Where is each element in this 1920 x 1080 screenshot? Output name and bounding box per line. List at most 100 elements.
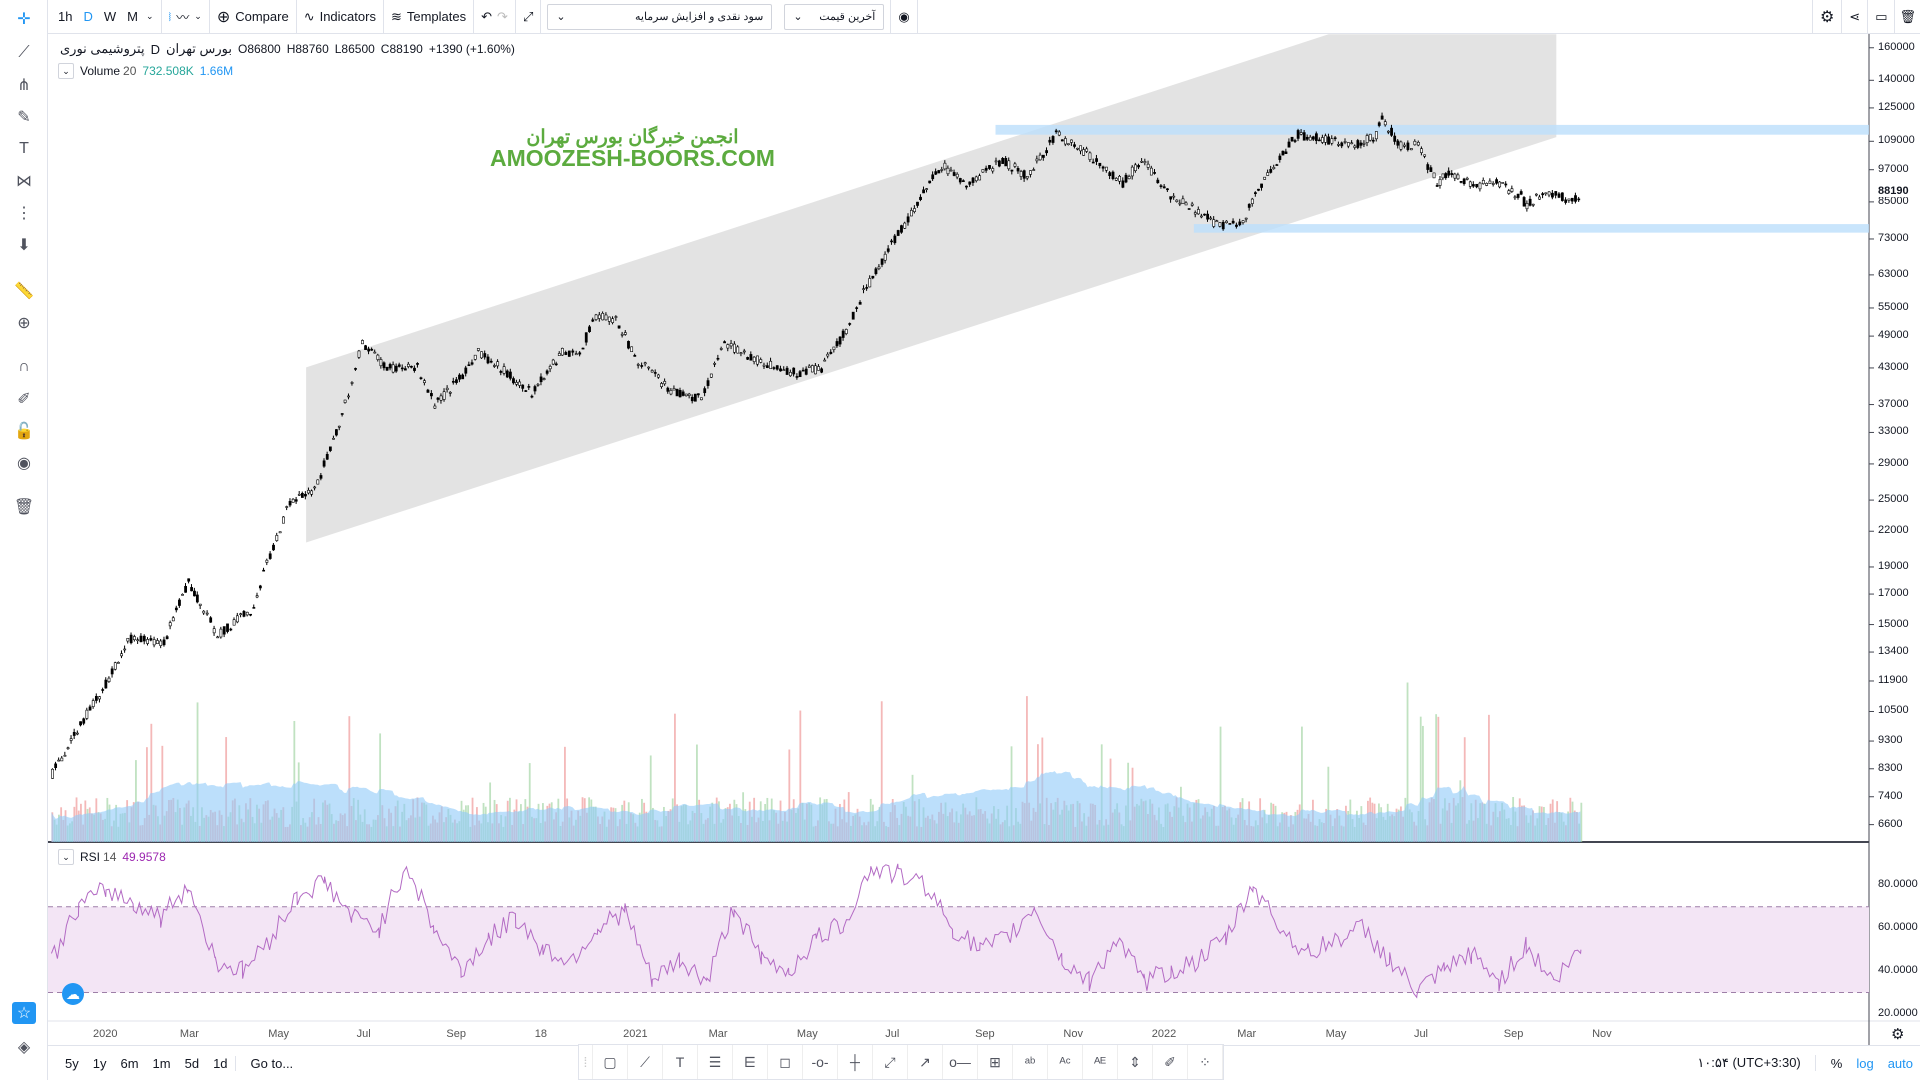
- symbol-name[interactable]: پتروشیمی نوری: [60, 41, 145, 56]
- price-type-select[interactable]: ⌄ آخرین قیمت: [784, 3, 885, 30]
- text-icon[interactable]: T: [19, 140, 29, 157]
- range-1y[interactable]: 1y: [92, 1055, 107, 1071]
- brush-icon[interactable]: ✐: [1153, 1045, 1188, 1079]
- layers-icon[interactable]: ◈: [17, 1039, 31, 1056]
- arrow-line-icon[interactable]: ↗: [908, 1045, 943, 1079]
- pattern-icon[interactable]: ⋈: [16, 173, 32, 190]
- brush-icon[interactable]: ✎: [17, 109, 31, 126]
- volume-bar: [1127, 762, 1130, 842]
- fib-icon[interactable]: ⋿: [733, 1045, 768, 1079]
- parallel-channel-icon[interactable]: ☰: [698, 1045, 733, 1079]
- trend-line-icon[interactable]: ⟋: [628, 1045, 663, 1079]
- volume-bar: [1413, 821, 1416, 842]
- snapshot-button[interactable]: ▭: [1868, 0, 1896, 34]
- range-6m[interactable]: 6m: [120, 1055, 139, 1071]
- forecast-icon[interactable]: ⋮: [16, 205, 32, 222]
- interval-M[interactable]: M: [127, 9, 138, 24]
- candle-body: [1491, 183, 1495, 185]
- candle-body: [1051, 136, 1055, 143]
- volume-bar: [1356, 810, 1358, 842]
- cross-line-icon[interactable]: ┼: [838, 1045, 873, 1079]
- volume-bar: [1525, 815, 1528, 842]
- candle-body: [1088, 152, 1092, 160]
- candle-body: [1377, 122, 1381, 126]
- volume-bar: [427, 825, 430, 842]
- crosshair-icon[interactable]: ✛: [17, 11, 31, 28]
- auto-toggle[interactable]: auto: [1887, 1055, 1913, 1071]
- fullscreen-button[interactable]: ⤢: [516, 0, 542, 34]
- volume-bar: [1477, 818, 1479, 842]
- share-button[interactable]: ⋖: [1842, 0, 1869, 34]
- abcd-pattern-icon[interactable]: ᴬᶜ: [1048, 1045, 1083, 1079]
- undo-icon[interactable]: ↶: [481, 8, 493, 24]
- trash-icon[interactable]: 🗑: [13, 499, 35, 516]
- candle-body: [325, 454, 329, 460]
- volume-bar: [1360, 806, 1363, 842]
- zoom-in-icon[interactable]: ⊕: [17, 315, 31, 332]
- favorite-star-icon[interactable]: ☆: [12, 1002, 36, 1024]
- percent-toggle[interactable]: %: [1830, 1055, 1843, 1071]
- range-5y[interactable]: 5y: [65, 1055, 79, 1071]
- eye-icon: ◉: [898, 8, 910, 24]
- lock-drawing-icon[interactable]: ✐: [17, 391, 31, 408]
- log-toggle[interactable]: log: [1856, 1055, 1874, 1071]
- arrow-down-icon[interactable]: ⬇: [17, 237, 31, 254]
- templates-button[interactable]: ≋ Templates: [384, 0, 475, 34]
- clock-timezone[interactable]: ۱۰:۵۴ (UTC+3:30): [1697, 1055, 1816, 1071]
- xabcd-icon[interactable]: ⁘: [1188, 1045, 1223, 1079]
- compare-button[interactable]: ⊕ Compare: [210, 0, 297, 34]
- candle-body: [640, 365, 644, 367]
- extended-line-icon[interactable]: ⤢: [873, 1045, 908, 1079]
- goto-button[interactable]: Go to...: [250, 1055, 294, 1071]
- volume-bar: [1232, 824, 1235, 842]
- delete-button[interactable]: 🗑: [1895, 0, 1920, 34]
- magnet-icon[interactable]: ∩: [18, 358, 30, 375]
- trend-line-icon[interactable]: ⟋: [18, 44, 30, 61]
- range-1m[interactable]: 1m: [152, 1055, 171, 1071]
- candle-body: [604, 314, 608, 321]
- volume-bar: [1072, 803, 1075, 842]
- ruler-icon[interactable]: 📏: [14, 283, 34, 300]
- visibility-button[interactable]: ◉: [890, 0, 918, 34]
- interval-D[interactable]: D: [83, 9, 93, 24]
- eye-icon[interactable]: ◉: [17, 455, 31, 472]
- rsi-length: 14: [103, 850, 117, 864]
- callout-icon[interactable]: ◻: [768, 1045, 803, 1079]
- rectangle-icon[interactable]: ▢: [593, 1045, 628, 1079]
- pitchfork-icon[interactable]: ⋔: [17, 77, 31, 94]
- horizontal-line-icon[interactable]: o—: [943, 1045, 978, 1079]
- range-5d[interactable]: 5d: [184, 1055, 200, 1071]
- volume-bar: [1158, 807, 1160, 842]
- dividends-select[interactable]: ⌄ سود نقدی و افزایش سرمایه: [547, 3, 773, 30]
- range-1d[interactable]: 1d: [213, 1055, 228, 1071]
- axis-settings-icon[interactable]: ⚙: [1891, 1026, 1905, 1043]
- volume-bar: [731, 815, 734, 842]
- candle-body: [496, 361, 500, 367]
- candle-body: [232, 619, 236, 626]
- candle-body: [1299, 132, 1303, 135]
- redo-icon[interactable]: ↷: [497, 8, 508, 24]
- interval-1h[interactable]: 1h: [58, 9, 73, 24]
- chart-type-button[interactable]: ⧘ 〰 ⌄: [162, 0, 210, 34]
- volume-bar: [577, 810, 580, 842]
- drag-handle-icon[interactable]: ⁞: [579, 1045, 593, 1079]
- ae-pattern-icon[interactable]: ᴬᴱ: [1083, 1045, 1118, 1079]
- settings-button[interactable]: ⚙: [1811, 0, 1843, 34]
- horizontal-ray-icon[interactable]: -o-: [803, 1045, 838, 1079]
- collapse-volume-button[interactable]: ⌄: [58, 63, 74, 79]
- elliott-wave-icon[interactable]: ᵃᵇ: [1013, 1045, 1048, 1079]
- collapse-rsi-button[interactable]: ⌄: [58, 849, 74, 865]
- volume-bar: [394, 806, 397, 842]
- long-position-icon[interactable]: ⇕: [1118, 1045, 1153, 1079]
- indicators-button[interactable]: ∿ Indicators: [297, 0, 384, 34]
- volume-bar: [946, 816, 949, 842]
- price-range-icon[interactable]: ⊞: [978, 1045, 1013, 1079]
- unlock-icon[interactable]: 🔓: [14, 423, 34, 440]
- interval-W[interactable]: W: [103, 9, 117, 24]
- time-axis-label: Jul: [885, 1028, 900, 1040]
- time-axis-label: Sep: [446, 1028, 466, 1040]
- chevron-down-icon[interactable]: ⌄: [145, 11, 154, 21]
- candle-body: [1244, 217, 1248, 220]
- text-icon[interactable]: T: [663, 1045, 698, 1079]
